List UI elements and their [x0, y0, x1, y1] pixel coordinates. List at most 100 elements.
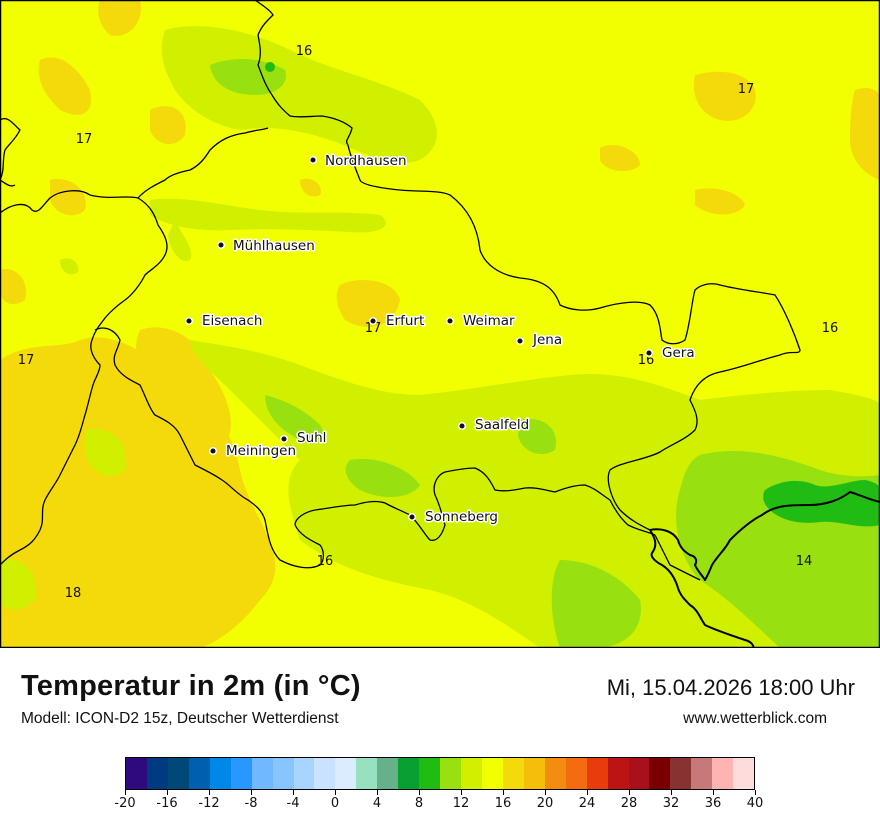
- colorbar-tick: [460, 790, 462, 795]
- colorbar-tick-label: 28: [620, 796, 638, 811]
- value-label: 17: [76, 132, 93, 147]
- state-borders: [0, 0, 801, 581]
- city-muehlhausen[interactable]: Mühlhausen: [216, 237, 316, 256]
- colorbar-tick-label: -20: [114, 796, 136, 811]
- colorbar-tick-label: 16: [494, 796, 512, 811]
- colorbar-segment: [272, 758, 294, 789]
- city-label: Jena: [532, 332, 562, 348]
- map-title: Temperatur in 2m (in °C): [21, 670, 361, 702]
- city-meiningen[interactable]: Meiningen: [208, 442, 298, 461]
- temperature-map: 16 17 17 17 16 17 16 16 14 18 Nordhausen…: [0, 0, 880, 648]
- colorbar-tick: [754, 790, 756, 795]
- colorbar-tick-label: 40: [746, 796, 764, 811]
- city-dot-icon: [208, 446, 218, 456]
- colorbar-segment: [209, 758, 231, 789]
- city-weimar[interactable]: Weimar: [445, 312, 517, 331]
- city-sonneberg[interactable]: Sonneberg: [407, 508, 500, 527]
- model-info: Modell: ICON-D2 15z, Deutscher Wetterdie…: [21, 710, 339, 727]
- colorbar-segment: [314, 758, 336, 789]
- value-label: 17: [365, 321, 382, 336]
- value-label: 16: [296, 44, 313, 59]
- value-label: 16: [317, 554, 334, 569]
- colorbar-tick-label: -8: [244, 796, 258, 811]
- colorbar-segment: [251, 758, 273, 789]
- city-saalfeld[interactable]: Saalfeld: [457, 416, 531, 435]
- colorbar-segment: [356, 758, 378, 789]
- colorbar-segment: [419, 758, 441, 789]
- colorbar-segment: [544, 758, 566, 789]
- city-suhl[interactable]: Suhl: [279, 429, 328, 448]
- city-label: Saalfeld: [475, 417, 529, 433]
- colorbar-tick: [376, 790, 378, 795]
- colorbar-tick-label: 8: [414, 796, 424, 811]
- city-jena[interactable]: Jena: [515, 331, 564, 350]
- value-labels: 16 17 17 17 16 17 16 16 14 18: [18, 44, 839, 601]
- colorbar-segment: [523, 758, 545, 789]
- colorbar-segment: [712, 758, 734, 789]
- city-dot-icon: [368, 316, 378, 326]
- colorbar-tick: [292, 790, 294, 795]
- colorbar-tick: [166, 790, 168, 795]
- website-link[interactable]: www.wetterblick.com: [683, 710, 827, 727]
- colorbar-segment: [649, 758, 671, 789]
- city-eisenach[interactable]: Eisenach: [184, 312, 264, 331]
- colorbar-tick: [544, 790, 546, 795]
- colorbar-segment: [733, 758, 755, 789]
- city-label: Erfurt: [386, 313, 424, 329]
- valid-datetime: Mi, 15.04.2026 18:00 Uhr: [606, 675, 855, 700]
- colorbar-segment: [398, 758, 420, 789]
- city-label: Mühlhausen: [233, 238, 315, 254]
- city-label: Sonneberg: [425, 509, 498, 525]
- city-dot-icon: [644, 348, 654, 358]
- city-dot-icon: [407, 512, 417, 522]
- city-label: Meiningen: [226, 443, 296, 459]
- city-dot-icon: [279, 434, 289, 444]
- colorbar-tick-label: 12: [452, 796, 470, 811]
- colorbar: [125, 757, 755, 790]
- colorbar-segment: [461, 758, 482, 789]
- colorbar-segment: [628, 758, 650, 789]
- warm-areas: [0, 0, 880, 648]
- colorbar-tick: [334, 790, 336, 795]
- city-dot-icon: [184, 316, 194, 326]
- colorbar-tick-label: 20: [536, 796, 554, 811]
- value-label: 18: [65, 586, 82, 601]
- colorbar-segment: [691, 758, 713, 789]
- colorbar-tick: [418, 790, 420, 795]
- colorbar-segment: [670, 758, 692, 789]
- city-gera[interactable]: Gera: [644, 344, 696, 363]
- city-label: Suhl: [297, 430, 326, 446]
- colorbar-tick-label: -4: [286, 796, 300, 811]
- colorbar-tick: [712, 790, 714, 795]
- colorbar-segment: [502, 758, 524, 789]
- colorbar-tick-label: 36: [704, 796, 722, 811]
- colorbar-tick-label: 4: [372, 796, 382, 811]
- value-label: 14: [796, 554, 813, 569]
- colorbar-segment: [188, 758, 210, 789]
- colorbar-segment: [230, 758, 252, 789]
- colorbar-segment: [607, 758, 629, 789]
- city-label: Gera: [662, 345, 695, 361]
- colorbar-tick: [628, 790, 630, 795]
- colorbar-segment: [586, 758, 608, 789]
- colorbar-segment: [167, 758, 189, 789]
- city-dot-icon: [216, 240, 226, 250]
- colorbar-tick: [124, 790, 126, 795]
- colorbar-segment: [377, 758, 399, 789]
- city-nordhausen[interactable]: Nordhausen: [308, 152, 408, 171]
- city-label: Weimar: [463, 313, 515, 329]
- city-label: Nordhausen: [325, 153, 407, 169]
- colorbar-segment: [293, 758, 315, 789]
- colorbar-segment: [146, 758, 168, 789]
- colorbar-segment: [565, 758, 587, 789]
- city-erfurt[interactable]: Erfurt: [368, 312, 426, 331]
- value-label: 17: [18, 353, 35, 368]
- city-dot-icon: [515, 336, 525, 346]
- colorbar-tick-label: -12: [198, 796, 220, 811]
- value-label: 16: [822, 321, 839, 336]
- city-dot-icon: [308, 155, 318, 165]
- city-label: Eisenach: [202, 313, 262, 329]
- value-label: 17: [738, 82, 755, 97]
- colorbar-segment: [481, 758, 503, 789]
- colorbar-tick: [250, 790, 252, 795]
